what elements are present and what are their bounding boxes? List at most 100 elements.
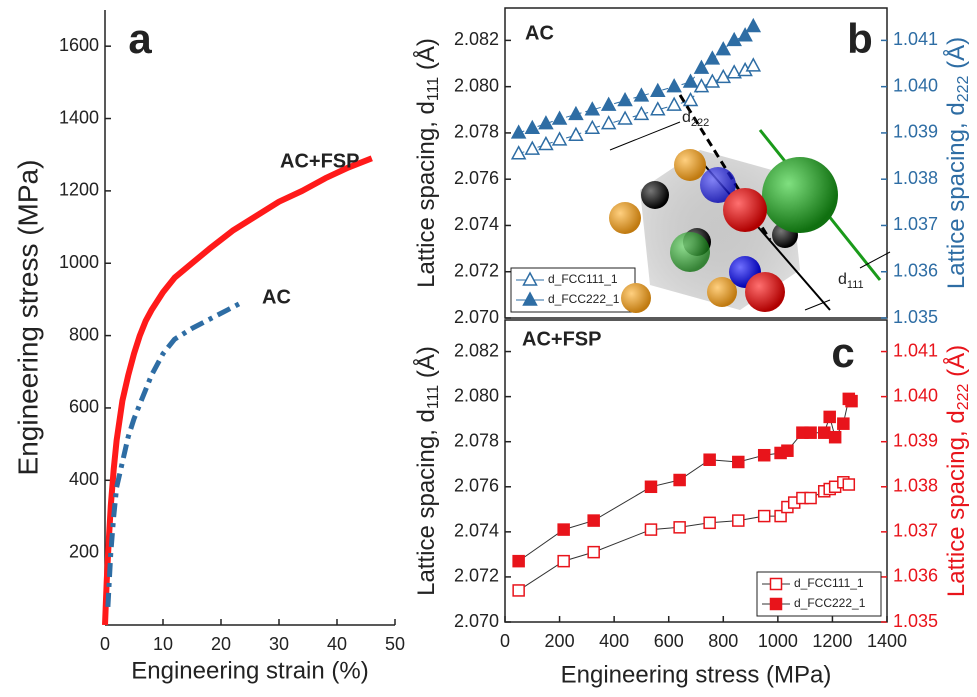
dimension-arrow [609, 121, 681, 151]
inset-label-sub: 222 [691, 117, 709, 129]
data-point [568, 105, 584, 121]
inset-label-sub: 111 [847, 279, 864, 291]
label-part: Lattice spacing, d [413, 101, 440, 288]
atom [762, 157, 838, 233]
y2-tick-label: 1.040 [893, 75, 938, 95]
data-point [804, 426, 817, 439]
y-tick-label: 2.072 [454, 260, 499, 280]
panel: 2.070 2.072 2.074 2.076 2.078 2.080 2.082 1.035… [454, 319, 938, 688]
y-tick-label: 1400 [59, 107, 99, 127]
data-point [757, 509, 771, 523]
data-point [715, 68, 732, 84]
data-point [587, 545, 600, 559]
atom [621, 283, 651, 313]
y2-tick-label: 1.035 [893, 611, 938, 631]
data-point [715, 41, 732, 56]
data-line [102, 155, 373, 626]
series-label: AC [262, 286, 291, 308]
data-point [704, 50, 721, 65]
y-tick-label: 600 [69, 397, 99, 417]
inset-label-main: d [838, 271, 847, 288]
label-part: 111 [425, 385, 442, 409]
data-point [817, 426, 831, 439]
dimension-arrow [804, 299, 831, 311]
atom [700, 167, 736, 203]
data-point [845, 394, 858, 408]
y-tick-label: 2.074 [454, 521, 499, 541]
y2-tick-label: 1.038 [893, 476, 938, 496]
atom [641, 181, 669, 209]
legend-marker [769, 577, 783, 591]
panel-label: c [831, 329, 854, 376]
data-point [600, 96, 617, 111]
atom [707, 277, 737, 307]
x-tick-label: 10 [153, 634, 173, 654]
data-point [524, 119, 541, 135]
data-point [551, 110, 568, 125]
panel-label: a [128, 15, 152, 62]
data-point [557, 523, 570, 536]
data-line [105, 298, 246, 608]
data-point [512, 554, 525, 568]
y2-axis-label: Lattice spacing, d222 (Å) [942, 37, 972, 289]
plot-frame [504, 319, 888, 623]
label-part: 111 [425, 77, 442, 101]
panel-label: b [847, 15, 873, 62]
inset-label-main: d [682, 109, 691, 126]
data-point [584, 119, 601, 135]
y2-tick-label: 1.040 [893, 385, 938, 405]
atom [723, 188, 767, 232]
x-tick-label: 40 [327, 634, 347, 654]
data-point [732, 455, 745, 469]
x-tick-label: 20 [211, 634, 231, 654]
x-tick-label: 1200 [812, 631, 852, 651]
panel: 2.070 2.072 2.074 2.076 2.078 2.080 2.082 1.035… [454, 7, 938, 327]
x-tick-label: 0 [500, 631, 510, 651]
data-point [828, 430, 842, 444]
data-point [726, 31, 742, 47]
panel: 200 400 600 800 1000 1200 1400 1600 0 10 20 30 40 50 E… [12, 10, 405, 684]
legend-marker [769, 597, 783, 611]
x-tick-label: 30 [269, 634, 289, 654]
x-tick-label: 800 [708, 631, 738, 651]
data-point [666, 78, 682, 93]
label-part: (Å) [942, 37, 970, 76]
y2-tick-label: 1.036 [893, 566, 938, 586]
y2-tick-label: 1.037 [893, 521, 938, 541]
y-tick-label: 2.082 [454, 29, 499, 49]
inset-label: d222 [682, 109, 709, 129]
legend-marker [522, 271, 538, 286]
data-point [673, 521, 686, 534]
x-tick-label: 50 [385, 634, 405, 654]
x-tick-label: 0 [100, 634, 110, 654]
data-point [804, 491, 817, 505]
annotation: AC+FSP [522, 328, 601, 350]
atom [745, 272, 785, 312]
data-point [617, 91, 633, 107]
data-point [745, 57, 762, 72]
y-tick-label: 2.082 [454, 340, 499, 360]
data-point [704, 73, 721, 88]
y2-tick-label: 1.039 [893, 122, 938, 142]
data-point [823, 410, 836, 424]
data-point [633, 87, 650, 102]
data-point [568, 126, 584, 141]
y2-tick-label: 1.036 [893, 260, 938, 280]
legend-label: d_FCC111_1 [548, 272, 618, 286]
y2-axis-label: Lattice spacing, d222 (Å) [942, 345, 972, 597]
y2-tick-label: 1.038 [893, 168, 938, 188]
data-point [837, 417, 850, 430]
label-part: Lattice spacing, d [943, 410, 970, 597]
legend-label: d_FCC111_1 [794, 576, 864, 590]
data-point [644, 480, 658, 494]
y2-tick-label: 1.039 [893, 430, 938, 450]
label-part: Lattice spacing, d [413, 409, 440, 596]
data-point [650, 82, 666, 98]
y-tick-label: 400 [69, 469, 99, 489]
data-point [774, 509, 787, 523]
y-tick-label: 1000 [59, 252, 99, 272]
data-point [584, 101, 601, 116]
y-tick-label: 2.072 [454, 566, 499, 586]
data-point [693, 78, 710, 93]
